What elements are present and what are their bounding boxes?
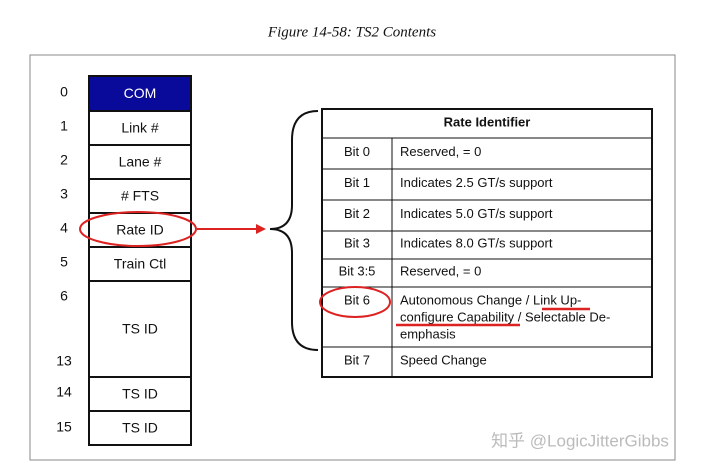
- field-box: [88, 246, 192, 282]
- field-label: TS ID: [122, 420, 158, 436]
- field-label: Link #: [121, 120, 159, 136]
- highlight-ellipse: [79, 211, 197, 247]
- desc-cell: [391, 199, 653, 232]
- field-label: # FTS: [121, 188, 159, 204]
- bit-label: Bit 3: [344, 235, 370, 250]
- desc-cell: [391, 137, 653, 170]
- bit-description: emphasis: [400, 326, 456, 341]
- field-box: [88, 376, 192, 412]
- bit-description: configure Capability / Selectable De-: [400, 309, 610, 324]
- bit-cell: [321, 230, 393, 260]
- bit-cell: [321, 258, 393, 288]
- symbol-index: 2: [60, 152, 68, 168]
- field-box: [88, 178, 192, 214]
- symbol-index: 4: [60, 220, 68, 236]
- symbol-index: 14: [56, 384, 72, 400]
- desc-cell: [391, 230, 653, 260]
- bit-label: Bit 1: [344, 175, 370, 190]
- bit-label: Bit 6: [344, 292, 370, 307]
- field-box: [88, 75, 192, 112]
- field-box: [88, 280, 192, 378]
- desc-cell: [391, 346, 653, 378]
- field-label: Train Ctl: [114, 256, 166, 272]
- field-label: Rate ID: [116, 222, 163, 238]
- brace: [269, 110, 319, 351]
- bit-description: Reserved, = 0: [400, 263, 481, 278]
- bit-description: Indicates 2.5 GT/s support: [400, 175, 553, 190]
- watermark: 知乎 @LogicJitterGibbs: [491, 431, 669, 450]
- bit-label: Bit 2: [344, 206, 370, 221]
- table-header: Rate Identifier: [444, 114, 531, 129]
- bit-label: Bit 7: [344, 352, 370, 367]
- bit-label: Bit 3:5: [339, 263, 376, 278]
- bit-cell: [321, 199, 393, 232]
- desc-cell: [391, 286, 653, 348]
- symbol-index: 0: [60, 84, 68, 100]
- field-box: [88, 410, 192, 446]
- table-border: [321, 108, 653, 378]
- field-label: COM: [124, 85, 157, 101]
- bit-description: Reserved, = 0: [400, 144, 481, 159]
- symbol-index: 6: [60, 288, 68, 304]
- bit-description: Indicates 5.0 GT/s support: [400, 206, 553, 221]
- symbol-index: 13: [56, 353, 72, 369]
- field-label: TS ID: [122, 321, 158, 337]
- symbol-index: 1: [60, 118, 68, 134]
- symbol-index: 3: [60, 186, 68, 202]
- bit-description: Speed Change: [400, 352, 487, 367]
- field-box: [88, 212, 192, 248]
- field-label: TS ID: [122, 386, 158, 402]
- bit-label: Bit 0: [344, 144, 370, 159]
- field-box: [88, 110, 192, 146]
- field-box: [88, 144, 192, 180]
- frame: [29, 54, 676, 461]
- arrow-head: [256, 224, 266, 234]
- bit-description: Indicates 8.0 GT/s support: [400, 235, 553, 250]
- desc-cell: [391, 258, 653, 288]
- highlight-ellipse: [319, 286, 391, 318]
- bit-description: Autonomous Change / Link Up-: [400, 292, 581, 307]
- symbol-index: 5: [60, 254, 68, 270]
- symbol-index: 15: [56, 419, 72, 435]
- field-label: Lane #: [119, 154, 162, 170]
- caption: Figure 14-58: TS2 Contents: [267, 24, 436, 40]
